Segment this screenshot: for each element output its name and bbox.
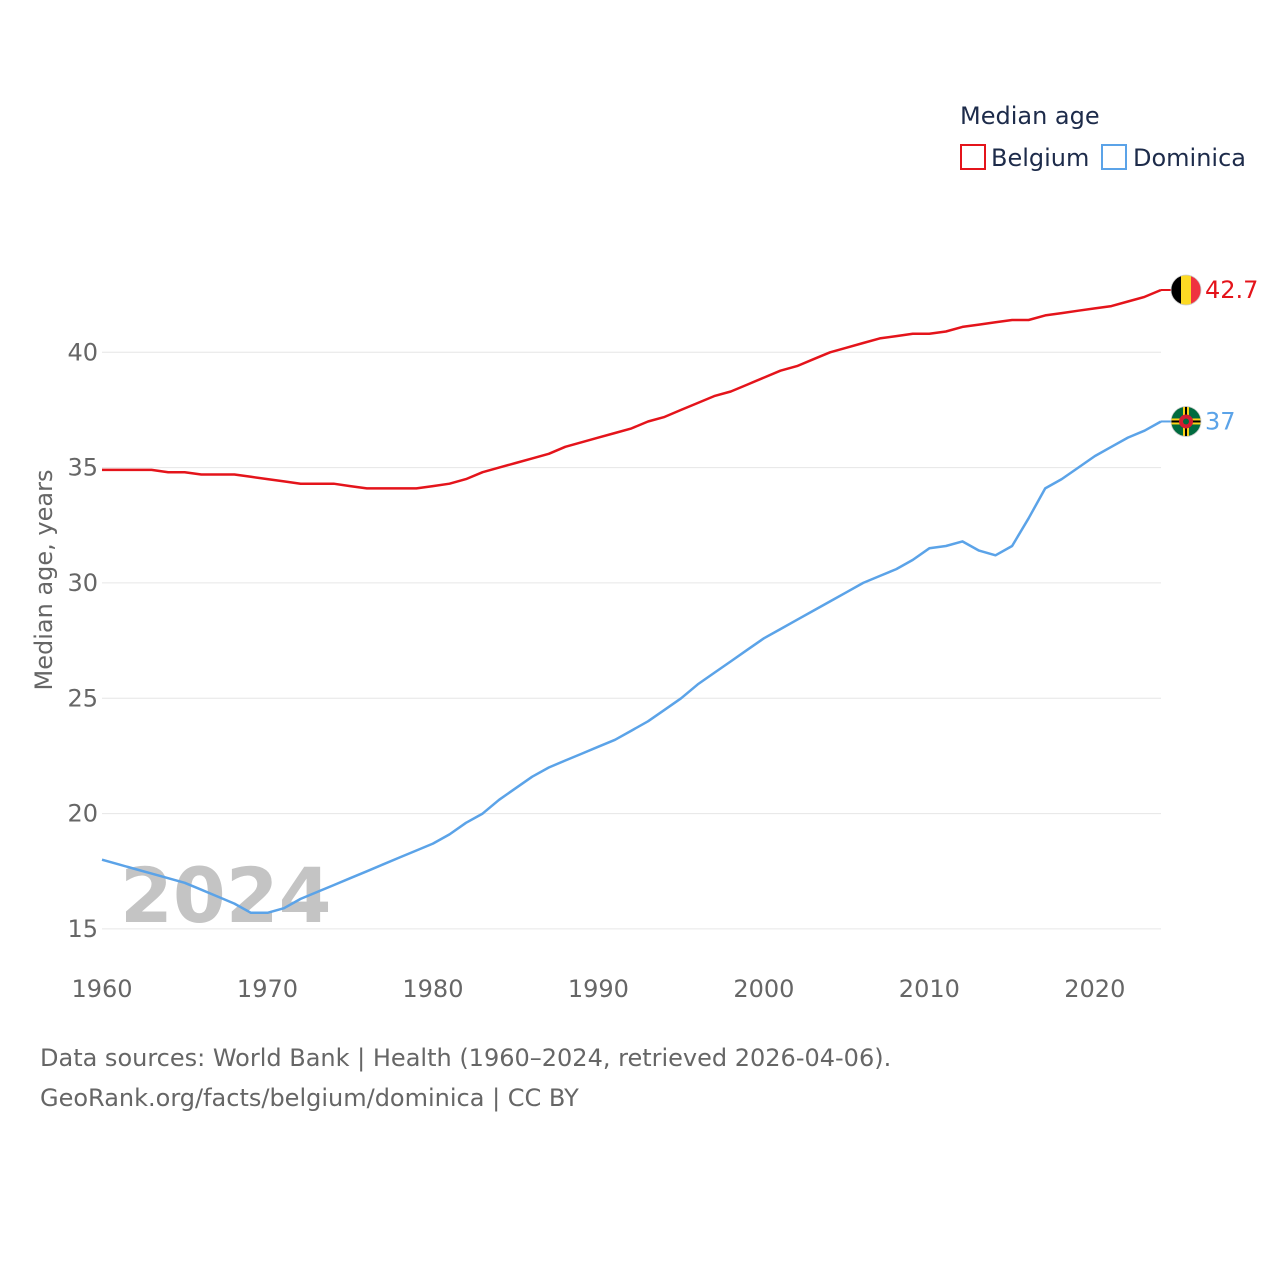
line-chart: 15 20 25 30 35 40 1960 1970 1980 1990 2000 2010 202… bbox=[30, 102, 1258, 1003]
y-tick-label-30: 30 bbox=[67, 569, 98, 597]
y-tick-label-40: 40 bbox=[67, 338, 98, 366]
source-line-2[interactable]: GeoRank.org/facts/belgium/dominica | CC … bbox=[40, 1084, 579, 1112]
y-tick-label-15: 15 bbox=[67, 915, 98, 943]
x-tick-label-1990: 1990 bbox=[568, 975, 629, 1003]
x-axis-tick-labels: 1960 1970 1980 1990 2000 2010 2020 bbox=[71, 975, 1125, 1003]
x-tick-label-1970: 1970 bbox=[237, 975, 298, 1003]
x-tick-label-1960: 1960 bbox=[71, 975, 132, 1003]
legend-item-dominica[interactable]: Dominica bbox=[1101, 144, 1246, 172]
legend-swatch-belgium bbox=[960, 144, 986, 170]
x-tick-label-2010: 2010 bbox=[899, 975, 960, 1003]
series-line-belgium[interactable] bbox=[102, 288, 1162, 490]
dominica-flag-icon bbox=[1170, 406, 1202, 437]
legend: Median age Belgium Dominica bbox=[960, 102, 1246, 172]
current-year-label: 2024 bbox=[120, 851, 332, 940]
series-line-dominica[interactable] bbox=[101, 420, 1162, 915]
y-tick-label-25: 25 bbox=[67, 684, 98, 712]
legend-swatch-dominica bbox=[1101, 144, 1127, 170]
legend-label-belgium: Belgium bbox=[991, 144, 1089, 172]
grid-lines bbox=[102, 351, 1161, 930]
belgium-flag-icon bbox=[1170, 274, 1202, 306]
y-axis-tick-labels: 15 20 25 30 35 40 bbox=[67, 338, 98, 943]
x-tick-label-2020: 2020 bbox=[1064, 975, 1125, 1003]
series-lines bbox=[101, 288, 1162, 915]
legend-title: Median age bbox=[960, 102, 1100, 130]
source-line-1: Data sources: World Bank | Health (1960–… bbox=[40, 1044, 892, 1072]
x-tick-label-2000: 2000 bbox=[733, 975, 794, 1003]
y-tick-label-20: 20 bbox=[67, 800, 98, 828]
legend-label-dominica: Dominica bbox=[1133, 144, 1246, 172]
series-end-markers: 42.7 37 bbox=[1161, 274, 1258, 437]
legend-item-belgium[interactable]: Belgium bbox=[960, 144, 1089, 172]
y-axis-title: Median age, years bbox=[30, 470, 58, 691]
x-tick-label-1980: 1980 bbox=[402, 975, 463, 1003]
y-tick-label-35: 35 bbox=[67, 454, 98, 482]
end-label-dominica: 37 bbox=[1205, 407, 1236, 435]
end-label-belgium: 42.7 bbox=[1205, 276, 1258, 304]
